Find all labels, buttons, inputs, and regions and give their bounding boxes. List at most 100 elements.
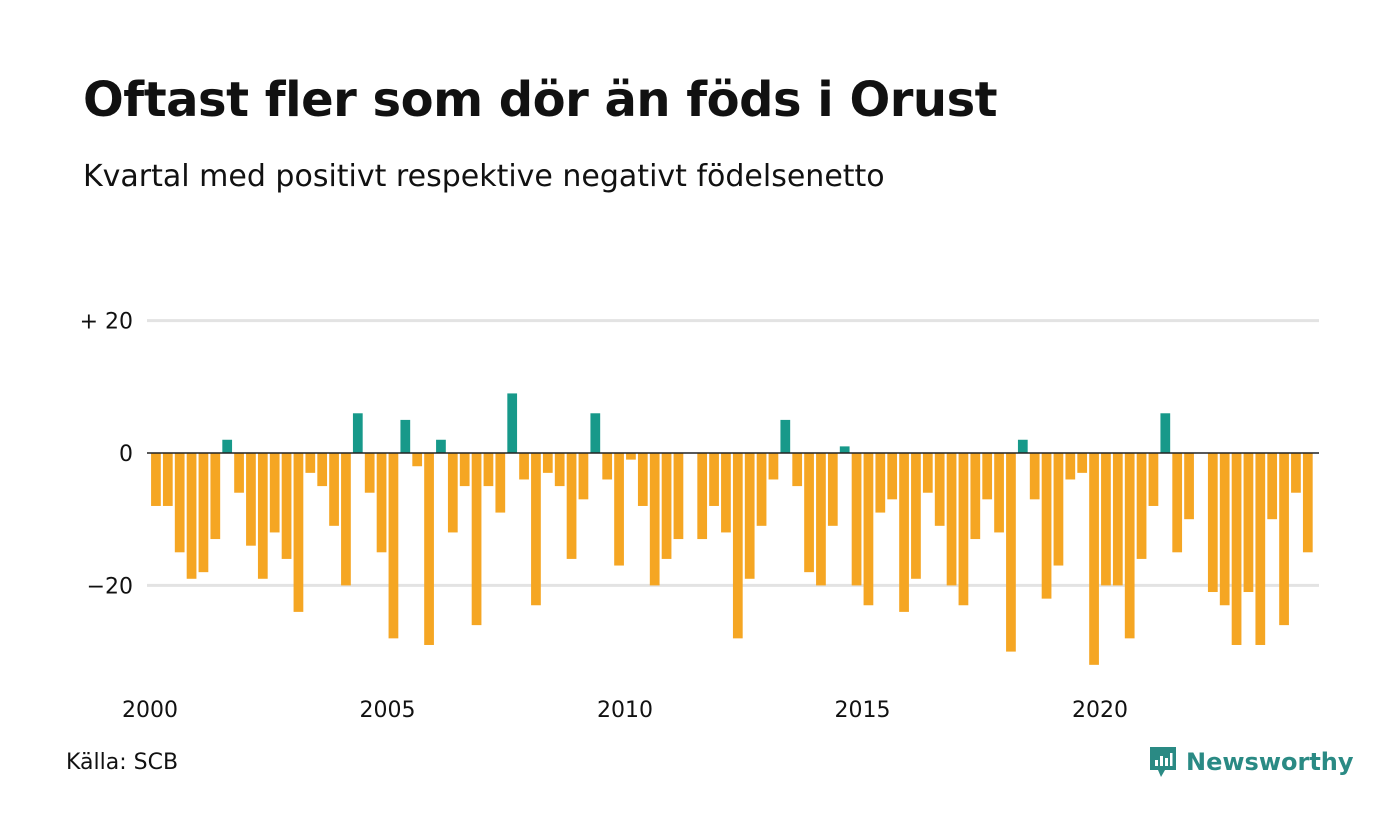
brand-logo[interactable]: Newsworthy (1148, 744, 1354, 780)
bar (1124, 453, 1135, 639)
bar (151, 453, 161, 506)
x-tick-label: 2005 (360, 698, 416, 723)
bar (732, 453, 743, 639)
bar (162, 453, 173, 506)
bar (519, 453, 529, 480)
bar (246, 453, 256, 546)
brand-name: Newsworthy (1186, 748, 1354, 776)
bar (1302, 453, 1313, 553)
bar (1136, 453, 1147, 559)
bar (721, 453, 731, 533)
bars (151, 393, 1313, 665)
y-tick-label: 0 (119, 442, 133, 467)
bar (305, 453, 316, 473)
bar (210, 453, 221, 540)
bar (970, 453, 981, 540)
bar (352, 413, 363, 453)
bar (768, 453, 779, 480)
bar (1017, 439, 1028, 453)
bar (495, 453, 506, 513)
bar (1053, 453, 1064, 566)
bar (1291, 453, 1301, 493)
bar (1267, 453, 1278, 520)
bar (281, 453, 292, 559)
bar (186, 453, 197, 579)
bar (234, 453, 244, 493)
x-tick-label: 2010 (597, 698, 653, 723)
bar (329, 453, 339, 526)
bar (257, 453, 268, 579)
bar (1243, 453, 1254, 593)
bar (922, 453, 933, 493)
bar (483, 453, 494, 487)
axes: + 20 0 −20 2000 2005 2010 2015 2020 (80, 310, 1319, 723)
bar (756, 453, 767, 526)
bar (863, 453, 874, 606)
bar (198, 453, 209, 573)
bar (447, 453, 458, 533)
bar (673, 453, 684, 540)
bar (459, 453, 470, 487)
bar (804, 453, 814, 573)
source-note: Källa: SCB (66, 750, 179, 775)
bar (222, 439, 233, 453)
bar (887, 453, 898, 500)
bar (1184, 453, 1194, 520)
bar (1207, 453, 1218, 593)
newsworthy-logo-icon (1150, 747, 1176, 777)
bar (1219, 453, 1230, 606)
bar (1089, 453, 1099, 665)
bar (590, 413, 601, 453)
bar (780, 419, 791, 453)
bar (554, 453, 565, 487)
bar (507, 393, 518, 453)
bar (1231, 453, 1242, 645)
chart-subtitle: Kvartal med positivt respektive negativt… (83, 159, 885, 194)
bar (436, 439, 446, 453)
bar (899, 453, 909, 612)
bar (697, 453, 708, 540)
bar (388, 453, 399, 639)
bar (1112, 453, 1123, 586)
bar (1101, 453, 1111, 586)
bar (364, 453, 375, 493)
bar (816, 453, 826, 586)
bar (911, 453, 921, 579)
bar (269, 453, 280, 533)
bar (341, 453, 351, 586)
bar (602, 453, 613, 480)
bar (376, 453, 387, 553)
y-tick-label: + 20 (80, 310, 133, 335)
bar (958, 453, 969, 606)
x-tick-label: 2000 (122, 698, 178, 723)
bar (400, 419, 411, 453)
x-tick-label: 2015 (835, 698, 891, 723)
bar (566, 453, 577, 559)
bar (744, 453, 755, 579)
bar (934, 453, 945, 526)
bar (626, 453, 636, 460)
bar (982, 453, 993, 500)
bar (1041, 453, 1052, 599)
bar (994, 453, 1004, 533)
bar (851, 453, 862, 586)
bar (174, 453, 185, 553)
bar (637, 453, 648, 506)
bar (1077, 453, 1088, 473)
y-tick-label: −20 (87, 574, 133, 599)
bar (317, 453, 328, 487)
bar (946, 453, 957, 586)
bar (614, 453, 624, 566)
bar (1279, 453, 1289, 626)
x-tick-label: 2020 (1072, 698, 1128, 723)
bar (827, 453, 838, 526)
bar (1006, 453, 1016, 652)
bar (1172, 453, 1183, 553)
bar (424, 453, 434, 645)
bar (709, 453, 719, 506)
bar (542, 453, 553, 473)
bar (792, 453, 803, 487)
bar (1065, 453, 1076, 480)
bar (578, 453, 589, 500)
